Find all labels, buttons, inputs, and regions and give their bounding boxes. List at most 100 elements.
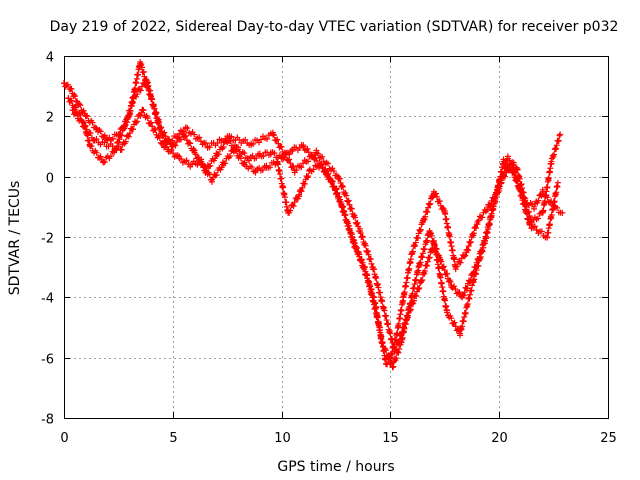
data-point — [130, 95, 137, 102]
data-point — [401, 324, 408, 331]
y-tick-label: 0 — [46, 172, 54, 187]
data-point — [427, 200, 434, 207]
data-point — [433, 251, 440, 258]
data-point — [282, 151, 289, 158]
data-point — [553, 189, 560, 196]
data-point — [352, 214, 359, 221]
data-point — [416, 285, 423, 292]
data-point — [391, 348, 398, 355]
data-point — [412, 243, 419, 250]
data-point — [379, 298, 386, 305]
data-point — [374, 313, 381, 320]
data-point — [296, 145, 303, 152]
data-point — [149, 96, 156, 103]
data-point — [136, 86, 143, 93]
plot-frame — [64, 56, 609, 419]
data-point — [83, 126, 90, 133]
data-point — [398, 332, 405, 339]
data-point — [355, 249, 362, 256]
data-point — [346, 225, 353, 232]
data-point — [263, 135, 270, 142]
data-point — [437, 274, 444, 281]
x-tick-label: 10 — [274, 431, 291, 446]
data-point — [237, 155, 244, 162]
data-point — [71, 104, 78, 111]
data-point — [428, 246, 435, 253]
data-point — [406, 265, 413, 272]
data-point — [339, 203, 346, 210]
x-tick-label: 0 — [60, 431, 68, 446]
data-point — [424, 209, 431, 216]
data-point — [385, 352, 392, 359]
data-point — [291, 199, 298, 206]
data-point — [169, 137, 176, 144]
data-point — [496, 179, 503, 186]
data-point — [395, 320, 402, 327]
data-point — [97, 153, 104, 160]
data-point — [347, 229, 354, 236]
data-point — [430, 240, 437, 247]
data-point — [230, 146, 237, 153]
data-point — [305, 158, 312, 165]
data-point — [430, 188, 437, 195]
data-point — [517, 187, 524, 194]
data-point — [137, 59, 144, 66]
data-point — [158, 129, 165, 136]
data-point — [553, 146, 560, 153]
data-point — [305, 173, 312, 180]
data-point — [551, 151, 558, 158]
data-point — [502, 173, 509, 180]
data-point — [459, 323, 466, 330]
data-point — [109, 143, 116, 150]
data-point — [419, 254, 426, 261]
x-tick-labels: 0 5 10 15 20 25 — [60, 431, 616, 446]
data-point — [343, 192, 350, 199]
data-point — [456, 289, 463, 296]
data-point — [219, 161, 226, 168]
data-point — [291, 167, 298, 174]
data-point — [198, 158, 205, 165]
data-point — [343, 219, 350, 226]
data-point — [382, 347, 389, 354]
data-point — [424, 258, 431, 265]
data-point — [451, 319, 458, 326]
data-point — [306, 167, 313, 174]
data-point — [213, 171, 220, 178]
data-point — [416, 260, 423, 267]
data-point — [82, 113, 89, 120]
data-point — [300, 143, 307, 150]
data-point — [129, 99, 136, 106]
data-point — [364, 249, 371, 256]
data-point — [559, 209, 566, 216]
data-point — [361, 264, 368, 271]
data-point — [143, 77, 150, 84]
data-point — [107, 153, 114, 160]
y-tick-label: -4 — [41, 292, 54, 307]
y-tick-label: -8 — [41, 413, 54, 428]
data-point — [196, 134, 203, 141]
data-point — [144, 115, 151, 122]
data-point — [323, 168, 330, 175]
data-point — [369, 264, 376, 271]
data-point — [461, 253, 468, 260]
data-point — [340, 207, 347, 214]
data-point — [417, 228, 424, 235]
series-track-b — [65, 77, 564, 371]
data-point — [93, 149, 100, 156]
data-point — [400, 294, 407, 301]
data-point — [349, 238, 356, 245]
y-tick-labels: -8 -6 -4 -2 0 2 4 — [41, 51, 54, 428]
data-point — [556, 132, 563, 139]
data-point — [101, 132, 108, 139]
data-point — [381, 307, 388, 314]
data-point — [300, 160, 307, 167]
data-point — [104, 137, 111, 144]
data-point — [471, 276, 478, 283]
x-tick-label: 5 — [169, 431, 177, 446]
data-point — [424, 262, 431, 269]
data-point — [371, 299, 378, 306]
data-point — [440, 263, 447, 270]
data-point — [258, 136, 265, 143]
data-point — [290, 202, 297, 209]
data-point — [304, 145, 311, 152]
